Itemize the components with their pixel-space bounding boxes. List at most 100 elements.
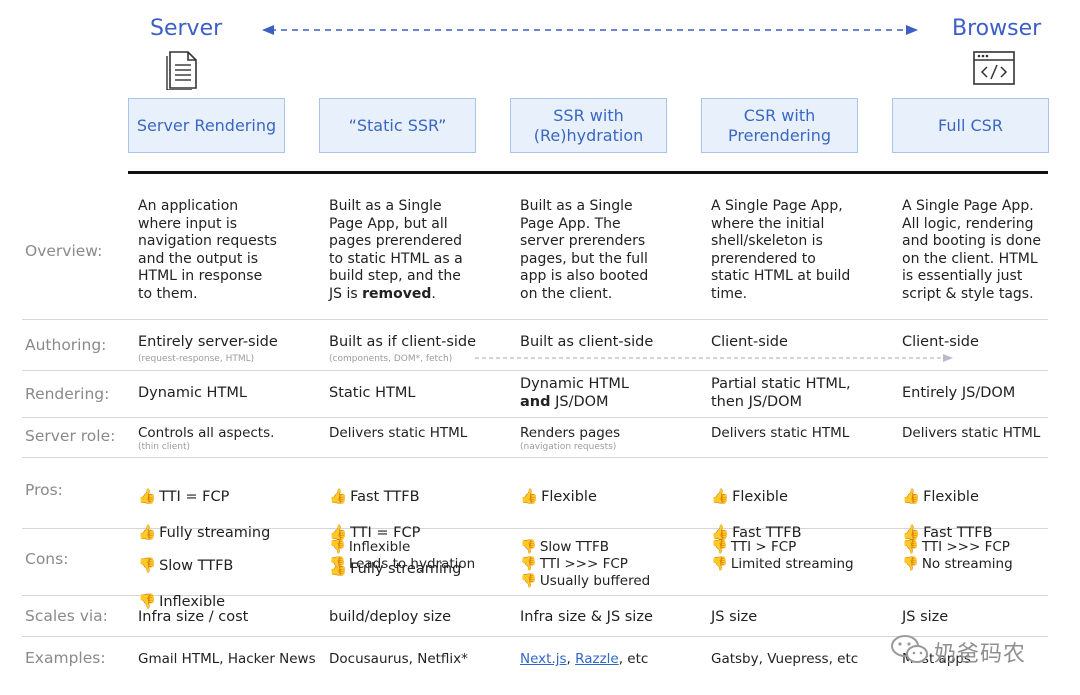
watermark: 奶爸码农 <box>890 630 1060 670</box>
rendering-text: Dynamic HTML <box>138 385 247 401</box>
cons-cell: 👎 TTI > FCP 👎 Limited streaming <box>711 539 854 573</box>
thumbs-up-icon: 👍 <box>329 561 348 577</box>
authoring-text: Built as if client-side <box>329 334 477 350</box>
pro-text: Flexible <box>732 489 788 505</box>
thumbs-down-icon: 👎 <box>138 594 157 610</box>
row-label-server-role: Server role: <box>25 427 116 445</box>
pro-item: 👍 Flexible <box>902 488 993 506</box>
authoring-text: Client-side <box>902 334 979 350</box>
row-divider <box>22 595 1048 596</box>
pro-item: 👍 TTI = FCP <box>329 524 461 542</box>
con-item: 👎 Slow TTFB <box>520 539 650 556</box>
thumbs-down-icon: 👎 <box>711 556 728 572</box>
scales-cell: JS size <box>711 609 758 625</box>
row-label-pros: Pros: <box>25 481 63 499</box>
con-text: Leads to hydration <box>348 556 476 572</box>
server-role-subtext: (navigation requests) <box>520 442 617 452</box>
server-role-cell: Renders pages (navigation requests) <box>520 425 620 453</box>
row-divider <box>22 528 1048 529</box>
rendering-text: Partial static HTML, then JS/DOM <box>711 376 851 410</box>
approach-label: Full CSR <box>938 115 1003 135</box>
thumbs-up-icon: 👍 <box>902 489 921 505</box>
thumbs-up-icon: 👍 <box>711 489 730 505</box>
pro-text: Fully streaming <box>159 525 271 541</box>
authoring-cell: Built as if client-side (components, DOM*… <box>329 333 476 365</box>
con-item: 👎 Inflexible <box>329 539 475 556</box>
row-label-cons: Cons: <box>25 550 69 568</box>
pros-cell: 👍 Flexible <box>520 470 597 524</box>
row-divider <box>22 370 1048 371</box>
row-divider <box>22 636 1048 637</box>
rendering-text: Dynamic HTML <box>520 376 629 392</box>
con-text: TTI >>> FCP <box>921 539 1010 555</box>
pro-text: Flexible <box>541 489 597 505</box>
approach-ssr-hydration: SSR with (Re)hydration <box>510 98 667 153</box>
pro-item: 👍 Fast TTFB <box>329 488 461 506</box>
browser-title: Browser <box>952 16 1042 41</box>
pro-item: 👍 Fully streaming <box>138 524 270 542</box>
authoring-cell: Built as client-side <box>520 333 653 351</box>
pro-item: 👍 Fully streaming <box>329 560 461 578</box>
con-item: 👎 No streaming <box>902 556 1013 573</box>
approach-label: SSR with (Re)hydration <box>533 105 644 145</box>
server-role-text: Delivers static HTML <box>329 425 468 441</box>
pro-item: 👍 Fast TTFB <box>902 524 993 542</box>
con-text: Inflexible <box>348 539 411 555</box>
server-role-cell: Delivers static HTML <box>329 425 467 442</box>
con-item: 👎 TTI >>> FCP <box>902 539 1013 556</box>
con-text: TTI > FCP <box>730 539 797 555</box>
row-label-examples: Examples: <box>25 649 106 667</box>
code-window-icon <box>973 51 1015 85</box>
rendering-text: Entirely JS/DOM <box>902 385 1016 401</box>
pro-text: TTI = FCP <box>350 525 421 541</box>
nextjs-link[interactable]: Next.js <box>520 651 567 667</box>
cons-cell: 👎 Slow TTFB 👎 Inflexible <box>138 539 233 629</box>
approach-csr-prerendering: CSR with Prerendering <box>701 98 858 153</box>
con-text: Usually buffered <box>539 573 651 589</box>
authoring-cell: Entirely server-side (request-response, H… <box>138 333 278 365</box>
approach-server-rendering: Server Rendering <box>128 98 285 153</box>
header-divider <box>128 171 1048 174</box>
con-item: 👎 TTI > FCP <box>711 539 854 556</box>
pros-cell: 👍 TTI = FCP 👍 Fully streaming <box>138 470 270 560</box>
row-label-authoring: Authoring: <box>25 336 107 354</box>
pro-item: 👍 Flexible <box>520 488 597 506</box>
rendering-cell: Partial static HTML, then JS/DOM <box>711 375 851 411</box>
con-text: No streaming <box>921 556 1013 572</box>
thumbs-up-icon: 👍 <box>329 525 348 541</box>
examples-cell: Gatsby, Vuepress, etc <box>711 651 859 667</box>
pro-text: Fully streaming <box>350 561 462 577</box>
thumbs-down-icon: 👎 <box>902 556 919 572</box>
pro-item: 👍 TTI = FCP <box>138 488 270 506</box>
scales-cell: Infra size & JS size <box>520 609 653 625</box>
examples-cell: Gmail HTML, Hacker News <box>138 651 316 667</box>
pro-text: TTI = FCP <box>159 489 230 505</box>
thumbs-down-icon: 👎 <box>520 573 537 589</box>
pro-text: Flexible <box>923 489 979 505</box>
row-label-scales: Scales via: <box>25 607 108 625</box>
thumbs-down-icon: 👎 <box>520 539 537 555</box>
row-divider <box>22 417 1048 418</box>
approach-label: Server Rendering <box>136 115 277 135</box>
document-icon <box>166 51 197 90</box>
pro-text: Fast TTFB <box>923 525 993 541</box>
rendering-cell: Static HTML <box>329 384 415 402</box>
thumbs-up-icon: 👍 <box>520 489 539 505</box>
razzle-link[interactable]: Razzle <box>575 651 619 667</box>
authoring-text: Built as client-side <box>520 334 654 350</box>
thumbs-down-icon: 👎 <box>329 556 346 572</box>
cons-cell: 👎 Inflexible 👎 Leads to hydration <box>329 539 475 573</box>
authoring-cell: Client-side <box>711 333 788 351</box>
scales-cell: JS size <box>902 609 949 625</box>
overview-text: Built as a Single Page App, but all page… <box>329 198 463 302</box>
con-text: Inflexible <box>159 594 226 610</box>
cons-cell: 👎 Slow TTFB 👎 TTI >>> FCP 👎 Usually buffere… <box>520 539 650 590</box>
con-item: 👎 Leads to hydration <box>329 556 475 573</box>
rendering-cell: Entirely JS/DOM <box>902 384 1015 402</box>
bidirectional-arrow <box>262 25 918 35</box>
rendering-bold: and <box>520 394 551 410</box>
overview-cell: A Single Page App, where the initial she… <box>711 198 891 303</box>
approach-label: “Static SSR” <box>348 115 447 135</box>
server-role-subtext: (thin client) <box>138 442 191 452</box>
con-text: Limited streaming <box>730 556 854 572</box>
